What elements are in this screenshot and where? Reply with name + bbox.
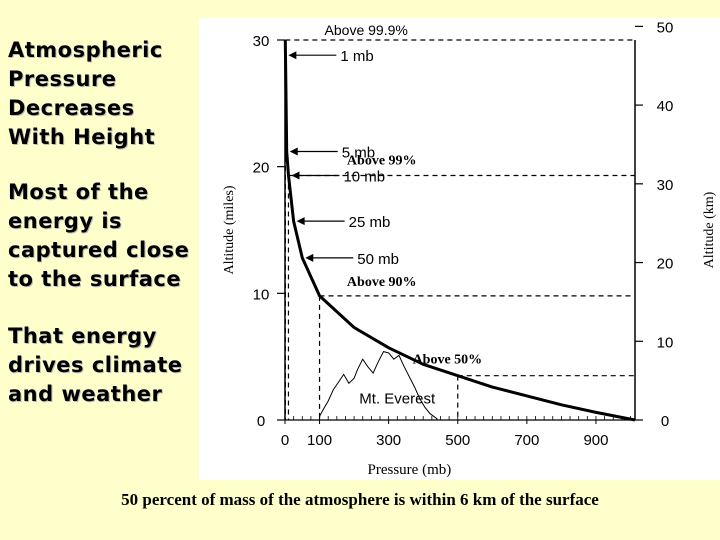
pressure-arrow-head	[289, 147, 298, 156]
pressure-label: 50 mb	[357, 251, 399, 268]
left-tick-label: 0	[257, 413, 265, 430]
right-tick-label: 40	[657, 98, 674, 115]
pressure-arrow-head	[305, 253, 314, 262]
right-tick-label: 50	[657, 19, 674, 36]
x-tick-label: 100	[307, 432, 332, 449]
pressure-label: 1 mb	[340, 48, 373, 65]
right-axis-title: Altitude (km)	[702, 191, 717, 268]
pressure-arrow-head	[288, 51, 297, 60]
pressure-label: 5 mb	[342, 144, 375, 161]
bullet-climate-weather: That energy drives climate and weather	[8, 324, 183, 406]
mass-level-label: Above 50%	[413, 353, 483, 368]
slide-title: Atmospheric Pressure Decreases With Heig…	[8, 38, 163, 149]
x-tick-label: 0	[281, 432, 289, 449]
chart-panel: 0 10 20 30 0 10 20 30 40 50 0 100 300 500 700 900 Altitu…	[199, 18, 720, 480]
mass-level-label: Above 99%	[347, 154, 417, 169]
mass-level-label: Above 99.9%	[325, 22, 408, 38]
right-tick-label: 0	[661, 413, 669, 430]
pressure-label: 10 mb	[343, 169, 385, 186]
pressure-arrow-head	[296, 217, 305, 226]
pressure-label: 25 mb	[349, 214, 391, 231]
mass-level-label: Above 90%	[347, 275, 417, 290]
mt-everest-outline	[319, 351, 438, 421]
right-tick-label: 10	[657, 334, 674, 351]
x-tick-label: 500	[445, 432, 470, 449]
x-tick-label: 700	[514, 432, 539, 449]
x-tick-label: 300	[376, 432, 401, 449]
bullet-energy-surface: Most of the energy is captured close to …	[8, 180, 190, 291]
pressure-arrow-head	[291, 171, 300, 180]
x-tick-label: 900	[583, 432, 608, 449]
caption: 50 percent of mass of the atmosphere is …	[121, 490, 599, 509]
left-tick-label: 30	[253, 33, 270, 50]
left-tick-label: 20	[253, 160, 270, 177]
x-axis-title: Pressure (mb)	[368, 462, 452, 478]
left-tick-label: 10	[253, 286, 270, 303]
left-axis-title: Altitude (miles)	[222, 185, 237, 274]
right-tick-label: 20	[657, 256, 674, 273]
mt-everest-label: Mt. Everest	[359, 390, 436, 407]
pressure-curve	[283, 39, 636, 422]
right-tick-label: 30	[657, 177, 674, 194]
